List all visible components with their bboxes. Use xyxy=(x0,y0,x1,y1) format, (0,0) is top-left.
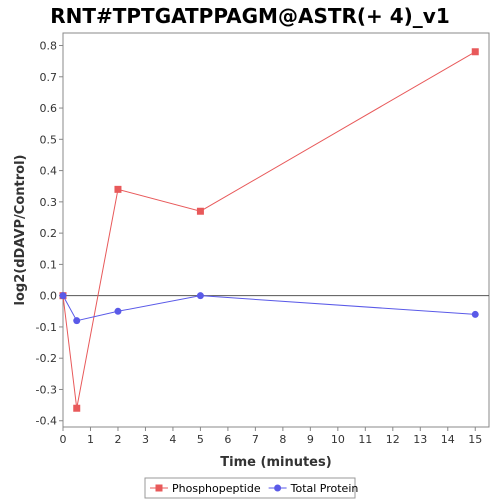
legend-marker-0 xyxy=(155,484,163,492)
legend-marker-1 xyxy=(274,484,282,492)
y-tick-label: 0.6 xyxy=(40,102,58,115)
chart-title: RNT#TPTGATPPAGM@ASTR(+ 4)_v1 xyxy=(50,4,450,28)
x-tick-label: 4 xyxy=(169,433,176,446)
x-tick-label: 2 xyxy=(114,433,121,446)
x-tick-label: 10 xyxy=(331,433,345,446)
x-axis-title: Time (minutes) xyxy=(220,455,331,470)
y-axis-title: log2(dDAVP/Control) xyxy=(13,155,28,306)
data-point xyxy=(114,185,122,193)
y-tick-label: 0.7 xyxy=(40,71,58,84)
data-point xyxy=(73,404,81,412)
x-tick-label: 12 xyxy=(386,433,400,446)
data-point xyxy=(114,307,122,315)
x-tick-label: 0 xyxy=(60,433,67,446)
x-tick-label: 7 xyxy=(252,433,259,446)
data-point xyxy=(59,292,67,300)
legend-box xyxy=(144,477,356,499)
plot-area xyxy=(62,32,490,428)
y-tick-label: -0.4 xyxy=(36,415,57,428)
y-tick-label: 0.8 xyxy=(40,40,58,53)
data-point xyxy=(471,48,479,56)
y-tick-label: 0.3 xyxy=(40,196,58,209)
y-tick-label: -0.1 xyxy=(36,321,57,334)
data-point xyxy=(196,292,204,300)
x-tick-label: 11 xyxy=(358,433,372,446)
x-tick-label: 1 xyxy=(87,433,94,446)
y-tick-label: -0.2 xyxy=(36,352,57,365)
legend-label-1: Total Protein xyxy=(290,482,359,495)
y-tick-label: 0.4 xyxy=(40,165,58,178)
x-tick-label: 14 xyxy=(441,433,455,446)
x-tick-label: 9 xyxy=(307,433,314,446)
y-tick-label: -0.3 xyxy=(36,383,57,396)
y-tick-label: 0.1 xyxy=(40,258,58,271)
x-tick-label: 3 xyxy=(142,433,149,446)
data-point xyxy=(196,207,204,215)
y-tick-label: 0.2 xyxy=(40,227,58,240)
x-tick-label: 5 xyxy=(197,433,204,446)
y-tick-label: 0.5 xyxy=(40,133,58,146)
x-tick-label: 15 xyxy=(468,433,482,446)
x-tick-label: 6 xyxy=(224,433,231,446)
data-point xyxy=(73,317,81,325)
legend-label-0: Phosphopeptide xyxy=(172,482,261,495)
data-point xyxy=(471,310,479,318)
y-tick-label: 0.0 xyxy=(40,290,58,303)
x-tick-label: 13 xyxy=(413,433,427,446)
x-tick-label: 8 xyxy=(279,433,286,446)
